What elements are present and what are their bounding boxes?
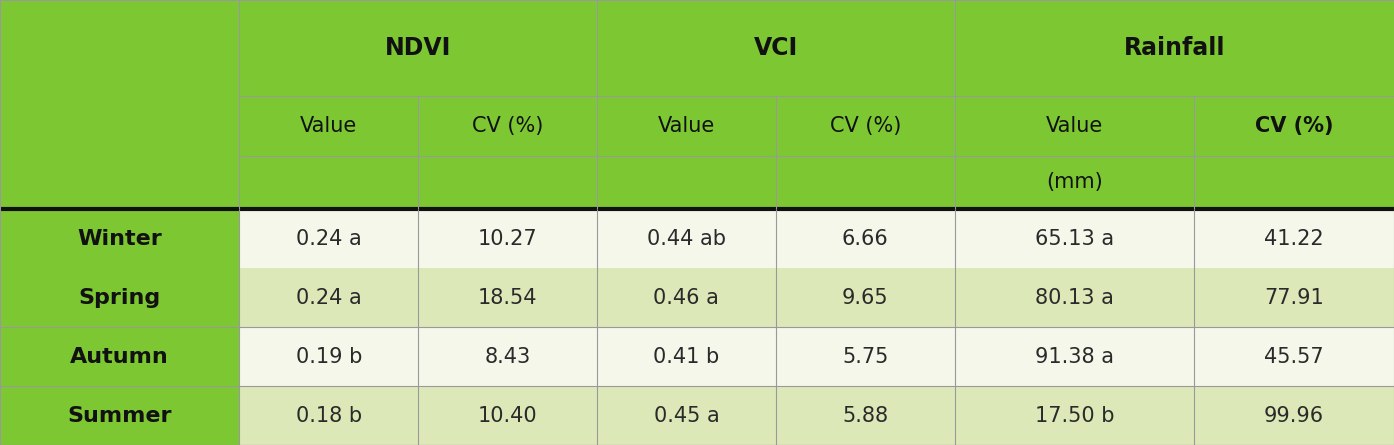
Text: 65.13 a: 65.13 a [1034,229,1114,249]
Text: 5.88: 5.88 [842,405,888,425]
Text: Value: Value [658,116,715,136]
Bar [955,327,1195,386]
Text: 18.54: 18.54 [478,287,537,307]
Text: 10.40: 10.40 [478,405,538,425]
Text: 9.65: 9.65 [842,287,888,307]
Text: CV (%): CV (%) [1255,116,1333,136]
Text: 0.19 b: 0.19 b [296,347,362,367]
Bar [418,156,597,209]
Bar [418,96,597,156]
Bar [0,209,240,268]
Bar [0,327,240,386]
Bar [597,209,776,268]
Bar [776,96,955,156]
Bar [240,156,418,209]
Text: 10.27: 10.27 [478,229,538,249]
Bar [776,156,955,209]
Bar [0,386,240,445]
Bar [955,209,1195,268]
Text: Summer: Summer [67,405,171,425]
Text: 0.41 b: 0.41 b [654,347,719,367]
Bar [0,268,240,327]
Text: 17.50 b: 17.50 b [1034,405,1114,425]
Text: 0.46 a: 0.46 a [654,287,719,307]
Text: 45.57: 45.57 [1264,347,1324,367]
Bar [1195,96,1394,156]
Text: 8.43: 8.43 [485,347,531,367]
Bar [597,386,776,445]
Bar [597,327,776,386]
Text: Spring: Spring [78,287,160,307]
Text: 0.45 a: 0.45 a [654,405,719,425]
Bar [1195,209,1394,268]
Bar [240,209,418,268]
Text: 77.91: 77.91 [1264,287,1324,307]
Bar [955,268,1195,327]
Bar [418,268,597,327]
Bar [955,156,1195,209]
Text: 6.66: 6.66 [842,229,888,249]
Bar [1195,327,1394,386]
Bar [597,268,776,327]
Text: 0.44 ab: 0.44 ab [647,229,726,249]
Bar [776,327,955,386]
Text: Value: Value [1046,116,1103,136]
Bar [1195,386,1394,445]
Bar [0,156,240,209]
Text: 0.24 a: 0.24 a [296,229,361,249]
Text: Winter: Winter [77,229,162,249]
Text: 91.38 a: 91.38 a [1034,347,1114,367]
Bar [418,386,597,445]
Bar [955,386,1195,445]
Text: 0.24 a: 0.24 a [296,287,361,307]
Bar [955,96,1195,156]
Bar [955,0,1394,96]
Bar [776,268,955,327]
Text: 99.96: 99.96 [1264,405,1324,425]
Bar [597,0,955,96]
Bar [776,386,955,445]
Bar [955,156,1195,209]
Text: Autumn: Autumn [70,347,169,367]
Text: CV (%): CV (%) [829,116,901,136]
Bar [597,156,776,209]
Bar [0,0,240,96]
Bar [240,268,418,327]
Text: NDVI: NDVI [385,36,452,60]
Text: 41.22: 41.22 [1264,229,1324,249]
Text: Rainfall: Rainfall [1124,36,1225,60]
Text: 5.75: 5.75 [842,347,888,367]
Bar [240,0,597,96]
Bar [418,209,597,268]
Text: CV (%): CV (%) [473,116,544,136]
Text: Value: Value [300,116,357,136]
Bar [0,96,240,156]
Text: VCI: VCI [754,36,797,60]
Text: (mm): (mm) [1046,173,1103,192]
Bar [1195,156,1394,209]
Bar [240,327,418,386]
Bar [1195,268,1394,327]
Text: 0.18 b: 0.18 b [296,405,362,425]
Bar [776,209,955,268]
Bar [597,96,776,156]
Bar [240,96,418,156]
Bar [240,386,418,445]
Text: 80.13 a: 80.13 a [1034,287,1114,307]
Bar [418,327,597,386]
